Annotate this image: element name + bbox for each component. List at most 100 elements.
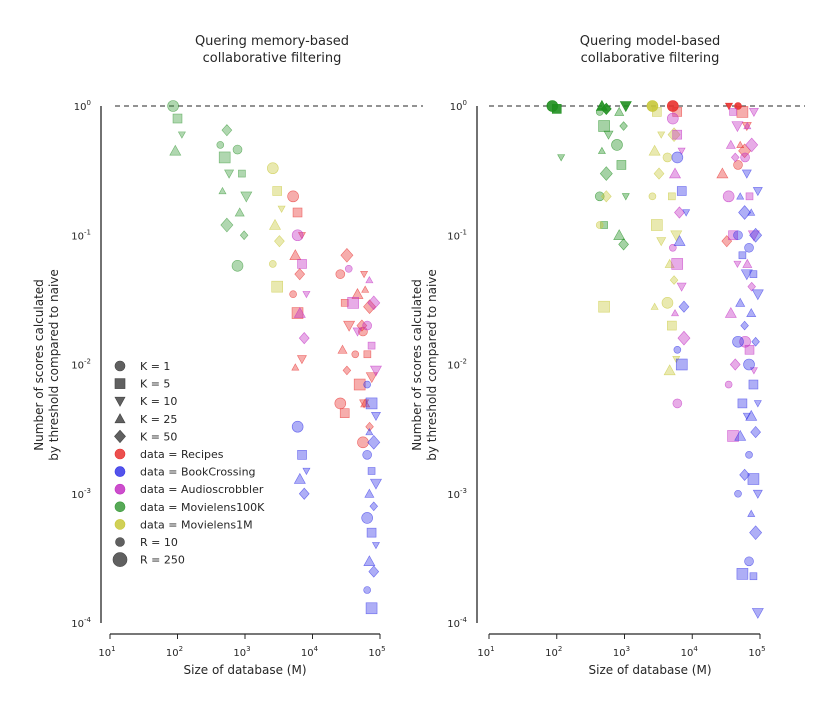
left-point-bookcrossing [364,488,375,498]
legend-marker [115,537,125,547]
left-point-recipes [360,271,369,279]
right-point-audioscrobbler [672,129,683,140]
legend-marker [114,519,126,530]
left-point-movielens100k [216,141,225,149]
right-point-recipes [736,140,745,149]
right-point-bookcrossing [745,451,753,459]
right-title-line-1: Quering model-based [580,34,720,49]
right-point-audioscrobbler [677,147,686,155]
right-point-bookcrossing [752,489,763,499]
left-title-line-2: collaborative filtering [203,51,342,66]
left-point-recipes [363,350,372,359]
right-point-bookcrossing [746,307,757,317]
left-point-bookcrossing [371,542,380,550]
right-point-movielens1m [648,192,657,201]
left-point-bookcrossing [367,467,376,475]
left-point-audioscrobbler [365,275,374,284]
right-point-movielens1m [662,152,673,163]
right-point-bookcrossing [676,186,687,196]
left-point-audioscrobbler [297,259,307,269]
left-point-movielens100k [218,151,231,164]
legend-marker [114,396,126,407]
right-point-audioscrobbler [672,398,683,409]
right-xtick-label: 101 [477,645,494,659]
right-point-bookcrossing [673,345,682,354]
right-point-audioscrobbler [745,137,759,153]
right-point-bookcrossing [671,151,684,164]
left-point-bookcrossing [298,487,310,500]
right-point-bookcrossing [749,227,763,243]
right-point-movielens100k [621,193,630,201]
left-point-recipes [296,355,307,365]
legend-label: R = 10 [140,536,178,549]
left-point-recipes [365,421,374,432]
right-point-movielens100k [619,121,628,131]
right-point-bookcrossing [736,192,745,200]
left-point-bookcrossing [365,397,378,410]
left-point-bookcrossing [369,501,379,512]
right-point-bookcrossing [753,400,762,408]
left-point-recipes [342,365,352,376]
right-point-bookcrossing [673,235,686,246]
right-ytick-label: 10-1 [447,228,467,242]
left-point-audioscrobbler [369,365,382,377]
right-point-bookcrossing [751,289,764,301]
left-point-bookcrossing [368,565,380,578]
left-point-movielens100k [218,186,227,195]
right-point-audioscrobbler [744,344,755,355]
legend-marker [114,501,126,513]
left-point-recipes [337,344,348,354]
left-ytick-label: 10-4 [71,616,91,630]
right-point-movielens1m [595,221,604,229]
right-point-audioscrobbler [745,192,754,201]
left-point-audioscrobbler [347,297,359,309]
left-point-movielens100k [240,191,253,203]
legend-label: K = 50 [140,430,177,443]
left-point-movielens100k [177,131,186,139]
right-point-audioscrobbler [724,380,733,389]
right-point-bookcrossing [747,473,760,485]
right-point-bookcrossing [733,230,743,241]
left-point-movielens1m [267,162,279,175]
legend-label: K = 5 [140,378,170,391]
left-point-bookcrossing [362,450,372,460]
left-point-movielens100k [220,217,234,233]
left-point-audioscrobbler [293,306,306,318]
right-point-movielens100k [594,191,605,202]
left-point-bookcrossing [363,380,371,389]
left-ytick-label: 10-1 [71,228,91,242]
right-point-audioscrobbler [669,167,682,179]
left-point-bookcrossing [370,412,381,422]
right-point-bookcrossing [682,209,691,217]
left-point-audioscrobbler [367,341,376,350]
right-xtick-label: 103 [613,645,630,659]
legend-label: data = BookCrossing [140,466,256,479]
left-point-movielens100k [172,113,183,124]
right-point-bookcrossing [675,358,688,371]
right-point-bookcrossing [749,525,763,540]
right-point-audioscrobbler [671,308,680,317]
left-xtick-label: 101 [98,645,115,659]
left-point-movielens100k [167,100,179,112]
legend-marker [114,378,126,389]
left-point-audioscrobbler [362,320,372,331]
right-panel: Quering model-based collaborative filter… [410,34,805,677]
left-point-audioscrobbler [298,332,310,345]
right-point-audioscrobbler [747,281,756,292]
right-point-bookcrossing [738,251,747,260]
right-point-movielens1m [651,219,663,231]
left-panel: Quering memory-based collaborative filte… [32,34,423,677]
left-point-movielens100k [169,144,182,156]
right-point-movielens1m [656,237,667,247]
right-point-audioscrobbler [740,152,750,163]
left-point-recipes [357,436,369,449]
left-point-recipes [291,363,300,371]
right-point-bookcrossing [740,320,749,331]
left-point-recipes [353,378,366,391]
right-point-audioscrobbler [743,121,752,130]
left-ylabel-line-2: by threshold compared to naive [47,269,61,461]
left-point-audioscrobbler [352,327,363,337]
right-point-bookcrossing [748,379,759,390]
right-point-audioscrobbler [722,190,735,203]
